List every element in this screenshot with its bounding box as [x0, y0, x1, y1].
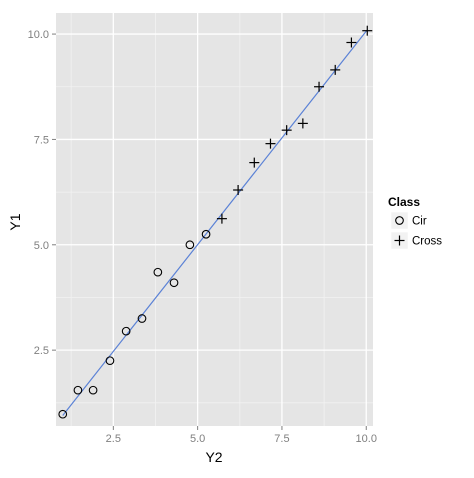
point-circle: [169, 278, 179, 288]
point-cross: [314, 81, 325, 92]
point-circle: [121, 326, 131, 336]
point-circle: [58, 409, 68, 419]
grid-major: [56, 13, 373, 426]
point-cross: [281, 125, 292, 136]
x-axis-label: Y2: [205, 449, 222, 465]
y-tick-label: 5.0: [34, 240, 49, 252]
point-cross: [362, 25, 373, 36]
x-tick-label: 10.0: [356, 433, 377, 445]
point-cross: [233, 185, 244, 195]
point-circle: [88, 385, 98, 395]
point-circle: [105, 356, 115, 366]
legend-title: Class: [388, 195, 420, 209]
y-tick-label: 10.0: [28, 29, 49, 41]
point-circle: [201, 229, 211, 239]
data-points: [58, 25, 373, 419]
point-circle: [73, 385, 83, 395]
legend-circle-icon: [395, 216, 404, 225]
legend: Class Cir Cross: [388, 195, 442, 250]
y-axis-ticks: 2.5 5.0 7.5 10.0: [28, 29, 56, 357]
point-cross: [216, 213, 227, 224]
legend-cross-icon: [394, 235, 405, 246]
point-cross: [249, 157, 260, 168]
legend-key: [390, 211, 409, 230]
point-circle: [137, 314, 147, 323]
legend-label: Cross: [412, 236, 442, 248]
point-cross: [330, 64, 341, 75]
x-tick-label: 7.5: [274, 433, 289, 445]
x-tick-label: 5.0: [190, 433, 205, 445]
point-cross: [297, 118, 308, 129]
y-tick-label: 7.5: [34, 134, 49, 146]
y-axis-label: Y1: [7, 213, 23, 230]
point-circle: [153, 267, 163, 277]
point-cross: [265, 138, 276, 149]
point-circle: [185, 240, 195, 250]
y-tick-label: 2.5: [34, 345, 49, 357]
grid-minor: [56, 13, 373, 426]
point-cross: [346, 37, 357, 48]
fit-line: [62, 29, 368, 416]
legend-label: Cir: [412, 216, 427, 228]
x-axis-ticks: 2.5 5.0 7.5 10.0: [106, 426, 377, 445]
x-tick-label: 2.5: [106, 433, 121, 445]
